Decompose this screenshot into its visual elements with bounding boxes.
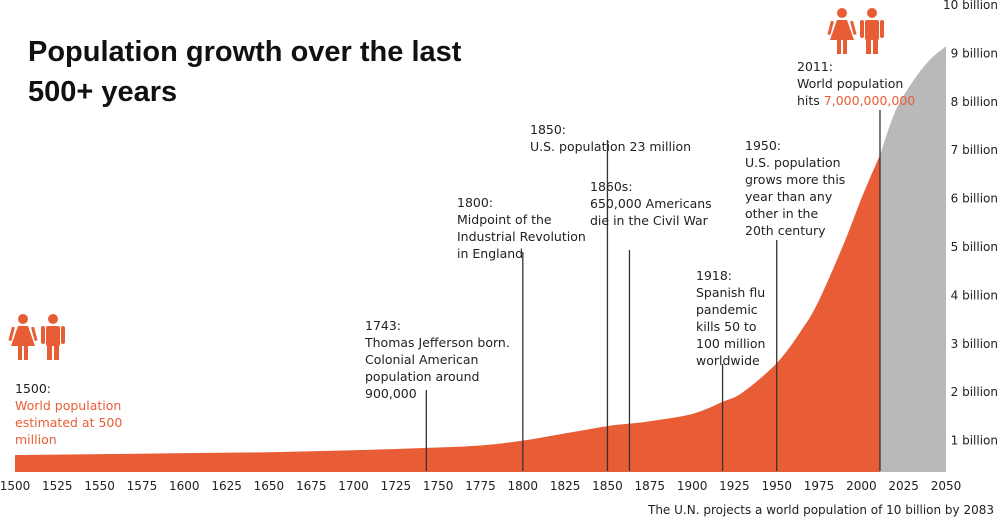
y-tick-label: 2 billion	[951, 385, 998, 399]
x-tick-label: 2000	[846, 479, 877, 493]
people-icon-1500	[8, 314, 65, 360]
annotation-text: World population estimated at 500 millio…	[15, 398, 123, 447]
x-tick-label: 1975	[804, 479, 835, 493]
annotation-text: Thomas Jefferson born. Colonial American…	[365, 335, 510, 401]
annotation-label: 2011:	[797, 59, 834, 74]
annotation-1850: 1850: U.S. population 23 million	[530, 121, 700, 155]
x-tick-label: 1950	[761, 479, 792, 493]
x-tick-label: 1825	[550, 479, 581, 493]
annotation-label: 1800:	[457, 195, 494, 210]
chart-title: Population growth over the last 500+ yea…	[28, 36, 462, 108]
annotation-1800: 1800: Midpoint of the Industrial Revoluti…	[457, 194, 587, 262]
population-area	[15, 155, 880, 473]
y-tick-label: 3 billion	[951, 337, 998, 351]
x-tick-label: 1525	[42, 479, 73, 493]
x-tick-label: 1700	[338, 479, 369, 493]
footer-note: The U.N. projects a world population of …	[648, 503, 994, 517]
x-tick-label: 1600	[169, 479, 200, 493]
annotation-1500: 1500: World population estimated at 500 m…	[15, 380, 145, 448]
annotation-label: 1860s:	[590, 179, 633, 194]
x-tick-label: 1875	[634, 479, 665, 493]
people-icon-2011	[827, 8, 884, 54]
y-tick-label: 9 billion	[951, 46, 998, 60]
y-tick-label: 5 billion	[951, 240, 998, 254]
annotation-1950: 1950: U.S. population grows more this yea…	[745, 137, 850, 239]
x-tick-label: 1750	[423, 479, 454, 493]
annotation-label: 1500:	[15, 381, 52, 396]
annotation-2011: 2011: World population hits 7,000,000,000	[797, 58, 917, 109]
y-tick-label: 1 billion	[951, 434, 998, 448]
x-tick-label: 1725	[381, 479, 412, 493]
annotation-text: U.S. population 23 million	[530, 139, 692, 154]
x-tick-label: 1650	[254, 479, 285, 493]
y-tick-label: 4 billion	[951, 288, 998, 302]
annotation-text: Midpoint of the Industrial Revolution in…	[457, 212, 586, 261]
annotation-label: 1950:	[745, 138, 782, 153]
annotation-label: 1850:	[530, 122, 567, 137]
x-tick-label: 1775	[465, 479, 496, 493]
x-tick-label: 1900	[677, 479, 708, 493]
x-tick-label: 1550	[84, 479, 115, 493]
x-tick-label: 1850	[592, 479, 623, 493]
annotation-text: U.S. population grows more this year tha…	[745, 155, 846, 238]
annotation-1918: 1918: Spanish flu pandemic kills 50 to 10…	[696, 267, 781, 369]
annotation-text: 650,000 Americans die in the Civil War	[590, 196, 712, 228]
annotation-label: 1743:	[365, 318, 402, 333]
annotation-label: 1918:	[696, 268, 733, 283]
annotation-text: Spanish flu pandemic kills 50 to 100 mil…	[696, 285, 766, 368]
annotation-1860s: 1860s: 650,000 Americans die in the Civil…	[590, 178, 715, 229]
annotation-highlight: 7,000,000,000	[823, 93, 916, 108]
x-tick-label: 2025	[888, 479, 919, 493]
projection-area	[879, 46, 946, 472]
x-tick-label: 1575	[127, 479, 158, 493]
x-tick-label: 1625	[211, 479, 242, 493]
y-tick-label: 10 billion	[943, 0, 998, 12]
y-tick-label: 6 billion	[951, 192, 998, 206]
x-tick-label: 1800	[508, 479, 539, 493]
y-tick-label: 7 billion	[951, 143, 998, 157]
y-tick-label: 8 billion	[951, 95, 998, 109]
x-tick-label: 1500	[0, 479, 30, 493]
annotation-text: World population hits	[797, 76, 904, 108]
x-tick-label: 1675	[296, 479, 327, 493]
x-tick-label: 1925	[719, 479, 750, 493]
x-tick-label: 2050	[931, 479, 962, 493]
annotation-1743: 1743: Thomas Jefferson born. Colonial Ame…	[365, 317, 515, 402]
